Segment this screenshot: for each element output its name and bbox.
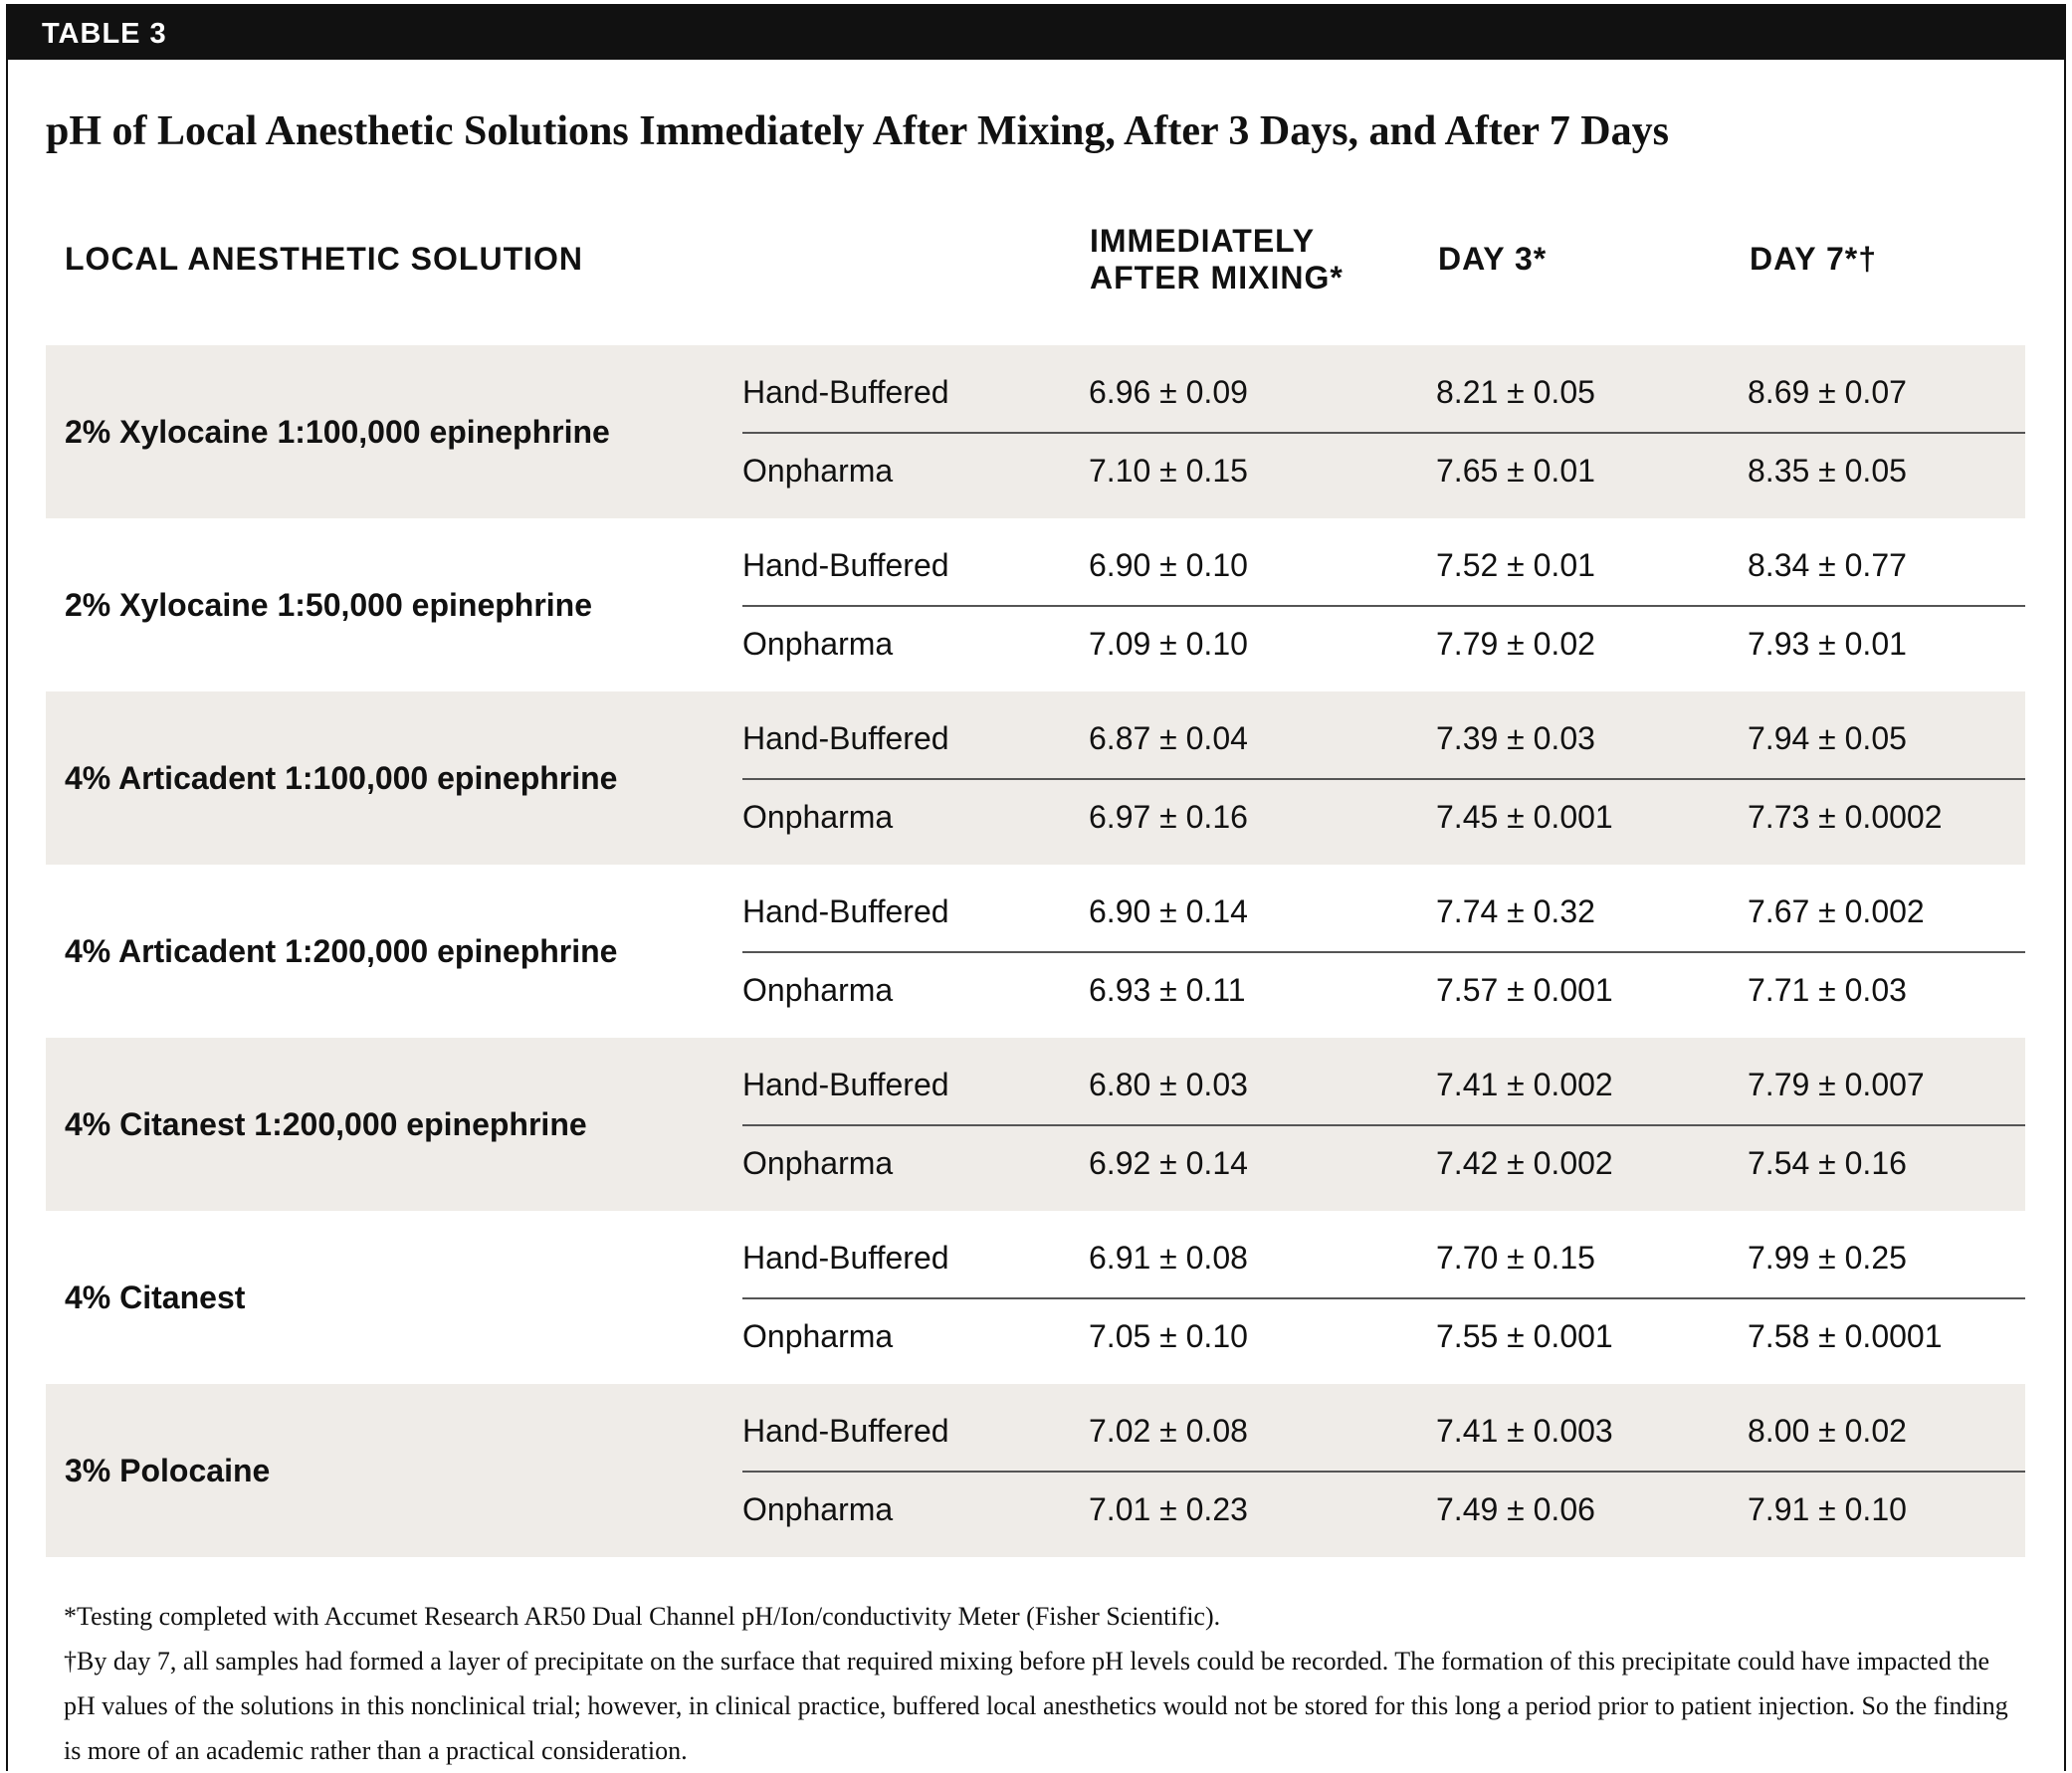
ph-value: 6.93 ± 0.11 — [1089, 972, 1246, 1008]
ph-value: 7.79 ± 0.02 — [1436, 626, 1595, 662]
method: Onpharma — [742, 1491, 894, 1527]
ph-value: 8.21 ± 0.05 — [1436, 374, 1595, 410]
ph-value: 7.41 ± 0.002 — [1436, 1067, 1613, 1102]
ph-value: 7.41 ± 0.003 — [1436, 1413, 1613, 1449]
table-row: Hand-Buffered 6.87 ± 0.04 7.39 ± 0.03 7.94 … — [742, 691, 2025, 780]
row-group: 2% Xylocaine 1:100,000 epinephrine Hand-B… — [46, 345, 2025, 518]
ph-value: 8.34 ± 0.77 — [1748, 547, 1907, 583]
ph-value: 6.91 ± 0.08 — [1089, 1240, 1248, 1276]
solution-name: 4% Citanest — [65, 1280, 246, 1315]
ph-value: 7.93 ± 0.01 — [1748, 626, 1907, 662]
solution-name: 4% Articadent 1:100,000 epinephrine — [65, 760, 618, 796]
ph-value: 6.90 ± 0.14 — [1089, 893, 1248, 929]
table-row: Onpharma 7.10 ± 0.15 7.65 ± 0.01 8.35 ± 0.0… — [742, 432, 2025, 518]
table-row: Hand-Buffered 6.90 ± 0.10 7.52 ± 0.01 8.34 … — [742, 518, 2025, 607]
ph-value: 6.87 ± 0.04 — [1089, 720, 1248, 756]
ph-value: 7.09 ± 0.10 — [1089, 626, 1248, 662]
footnote: *Testing completed with Accumet Research… — [64, 1602, 1221, 1631]
ph-value: 8.69 ± 0.07 — [1748, 374, 1907, 410]
ph-value: 7.73 ± 0.0002 — [1748, 799, 1943, 835]
method: Onpharma — [742, 1318, 894, 1354]
solution-name: 3% Polocaine — [65, 1453, 271, 1488]
footnotes: *Testing completed with Accumet Research… — [64, 1594, 2014, 1773]
method: Hand-Buffered — [742, 720, 949, 756]
column-header: IMMEDIATELY AFTER MIXING* — [1090, 223, 1344, 296]
ph-value: 7.91 ± 0.10 — [1748, 1491, 1907, 1527]
method: Hand-Buffered — [742, 1413, 949, 1449]
ph-value: 8.35 ± 0.05 — [1748, 453, 1907, 489]
header-bar: TABLE 3 — [6, 4, 2066, 60]
table-row: Hand-Buffered 6.90 ± 0.14 7.74 ± 0.32 7.67 … — [742, 865, 2025, 953]
row-group: 4% Citanest Hand-Buffered 6.91 ± 0.08 7.70 … — [46, 1211, 2025, 1384]
table-label: TABLE 3 — [42, 18, 167, 50]
row-group: 4% Citanest 1:200,000 epinephrine Hand-Bu… — [46, 1038, 2025, 1211]
ph-value: 7.57 ± 0.001 — [1436, 972, 1613, 1008]
ph-value: 7.94 ± 0.05 — [1748, 720, 1907, 756]
ph-value: 7.05 ± 0.10 — [1089, 1318, 1248, 1354]
table-row: Onpharma 7.01 ± 0.23 7.49 ± 0.06 7.91 ± 0.1… — [742, 1471, 2025, 1557]
solution-name: 4% Citanest 1:200,000 epinephrine — [65, 1106, 587, 1142]
table-row: Hand-Buffered 6.96 ± 0.09 8.21 ± 0.05 8.69 … — [742, 345, 2025, 434]
method: Onpharma — [742, 626, 894, 662]
ph-value: 7.65 ± 0.01 — [1436, 453, 1595, 489]
column-header: LOCAL ANESTHETIC SOLUTION — [65, 241, 583, 277]
ph-value: 7.42 ± 0.002 — [1436, 1145, 1613, 1181]
ph-value: 7.01 ± 0.23 — [1089, 1491, 1248, 1527]
row-group: 3% Polocaine Hand-Buffered 7.02 ± 0.08 7.41… — [46, 1384, 2025, 1557]
method: Onpharma — [742, 799, 894, 835]
table-row: Onpharma 6.92 ± 0.14 7.42 ± 0.002 7.54 ± 0.… — [742, 1124, 2025, 1211]
method: Onpharma — [742, 972, 894, 1008]
table-row: Hand-Buffered 6.91 ± 0.08 7.70 ± 0.15 7.99 … — [742, 1211, 2025, 1299]
column-header: DAY 7*† — [1750, 241, 1877, 277]
row-group: 2% Xylocaine 1:50,000 epinephrine Hand-Bu… — [46, 518, 2025, 691]
ph-value: 6.90 ± 0.10 — [1089, 547, 1248, 583]
method: Hand-Buffered — [742, 1240, 949, 1276]
ph-value: 7.71 ± 0.03 — [1748, 972, 1907, 1008]
ph-value: 6.80 ± 0.03 — [1089, 1067, 1248, 1102]
ph-value: 7.02 ± 0.08 — [1089, 1413, 1248, 1449]
ph-value: 6.97 ± 0.16 — [1089, 799, 1248, 835]
table-row: Onpharma 7.05 ± 0.10 7.55 ± 0.001 7.58 ± 0.… — [742, 1297, 2025, 1384]
ph-value: 7.99 ± 0.25 — [1748, 1240, 1907, 1276]
ph-value: 6.96 ± 0.09 — [1089, 374, 1248, 410]
table-body: 2% Xylocaine 1:100,000 epinephrine Hand-B… — [46, 345, 2025, 1557]
ph-value: 7.49 ± 0.06 — [1436, 1491, 1595, 1527]
method: Hand-Buffered — [742, 547, 949, 583]
ph-value: 6.92 ± 0.14 — [1089, 1145, 1248, 1181]
ph-value: 7.67 ± 0.002 — [1748, 893, 1925, 929]
row-group: 4% Articadent 1:200,000 epinephrine Hand-… — [46, 865, 2025, 1038]
method: Hand-Buffered — [742, 374, 949, 410]
ph-value: 7.52 ± 0.01 — [1436, 547, 1595, 583]
method: Hand-Buffered — [742, 893, 949, 929]
ph-value: 7.10 ± 0.15 — [1089, 453, 1248, 489]
column-header: DAY 3* — [1438, 241, 1548, 277]
solution-name: 4% Articadent 1:200,000 epinephrine — [65, 933, 618, 969]
table-row: Hand-Buffered 6.80 ± 0.03 7.41 ± 0.002 7.79… — [742, 1038, 2025, 1126]
ph-value: 7.45 ± 0.001 — [1436, 799, 1613, 835]
footnote: †By day 7, all samples had formed a laye… — [64, 1647, 2008, 1765]
method: Hand-Buffered — [742, 1067, 949, 1102]
solution-name: 2% Xylocaine 1:50,000 epinephrine — [65, 587, 593, 623]
table-row: Onpharma 7.09 ± 0.10 7.79 ± 0.02 7.93 ± 0.0… — [742, 605, 2025, 691]
method: Onpharma — [742, 1145, 894, 1181]
table-row: Hand-Buffered 7.02 ± 0.08 7.41 ± 0.003 8.00… — [742, 1384, 2025, 1473]
method: Onpharma — [742, 453, 894, 489]
row-group: 4% Articadent 1:100,000 epinephrine Hand-… — [46, 691, 2025, 865]
ph-value: 7.58 ± 0.0001 — [1748, 1318, 1943, 1354]
table-row: Onpharma 6.97 ± 0.16 7.45 ± 0.001 7.73 ± 0.… — [742, 778, 2025, 865]
ph-value: 7.55 ± 0.001 — [1436, 1318, 1613, 1354]
table-row: Onpharma 6.93 ± 0.11 7.57 ± 0.001 7.71 ± 0.… — [742, 951, 2025, 1038]
ph-value: 8.00 ± 0.02 — [1748, 1413, 1907, 1449]
solution-name: 2% Xylocaine 1:100,000 epinephrine — [65, 414, 610, 450]
title: pH of Local Anesthetic Solutions Immedia… — [46, 108, 1669, 154]
ph-value: 7.74 ± 0.32 — [1436, 893, 1595, 929]
ph-value: 7.79 ± 0.007 — [1748, 1067, 1925, 1102]
ph-value: 7.54 ± 0.16 — [1748, 1145, 1907, 1181]
ph-value: 7.39 ± 0.03 — [1436, 720, 1595, 756]
ph-value: 7.70 ± 0.15 — [1436, 1240, 1595, 1276]
